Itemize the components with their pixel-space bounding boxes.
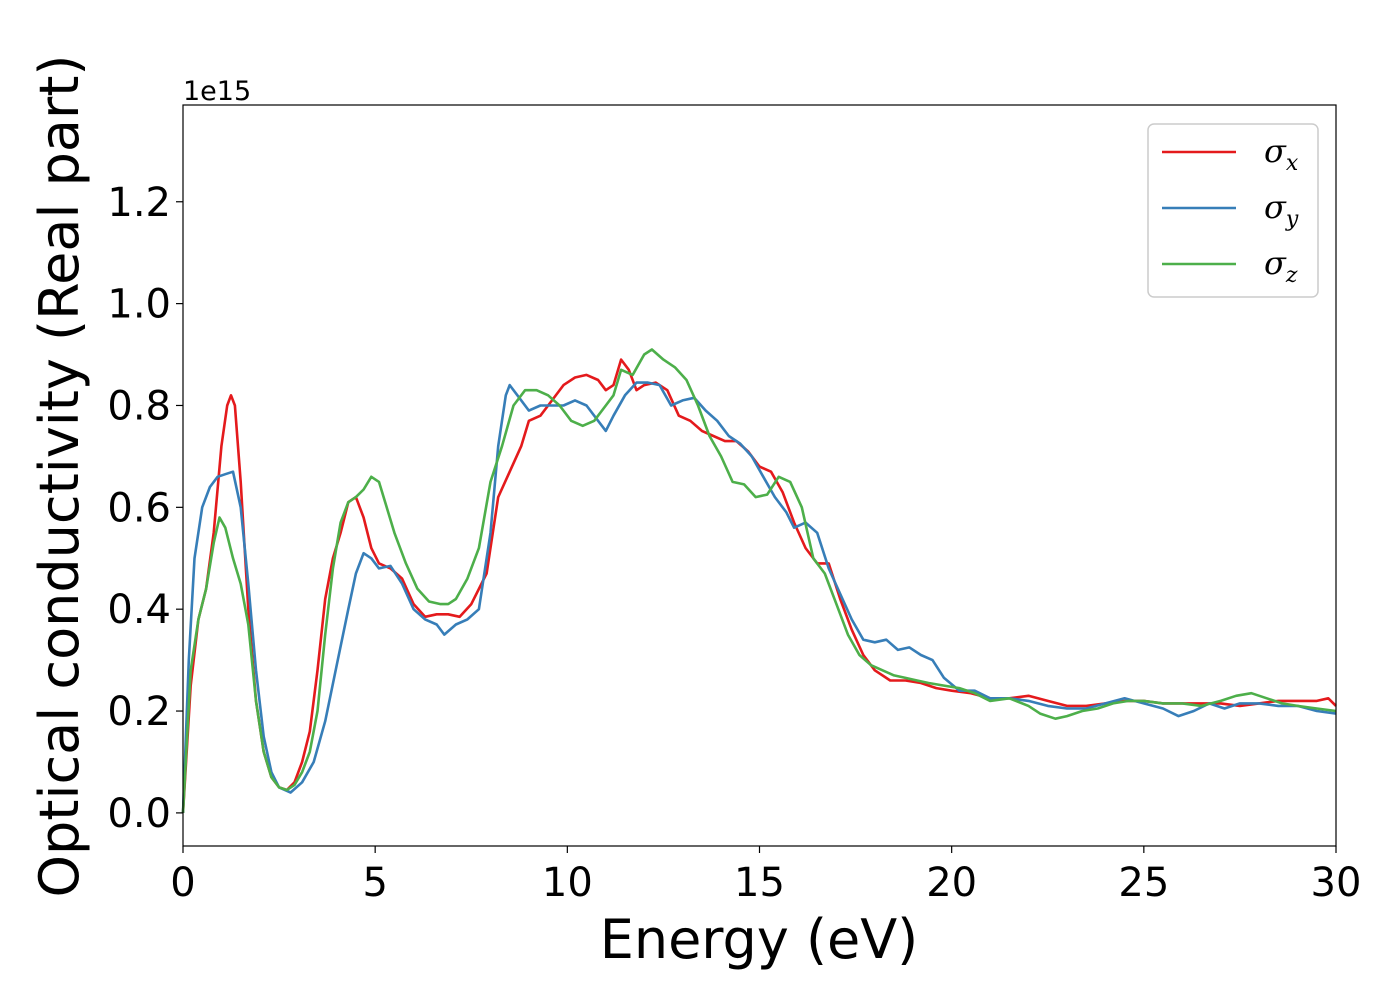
- series-line-y: [181, 381, 1337, 813]
- x-tick-label: 25: [1118, 860, 1169, 906]
- y-tick-label: 0.0: [107, 791, 171, 837]
- x-tick-label: 15: [734, 860, 785, 906]
- series-layer: [181, 348, 1337, 813]
- y-tick-label: 0.2: [107, 689, 171, 735]
- y-tick-label: 0.6: [107, 485, 171, 531]
- x-tick-label: 30: [1311, 860, 1362, 906]
- x-axis-title: Energy (eV): [600, 908, 919, 971]
- x-tick-label: 5: [362, 860, 387, 906]
- x-tick-label: 10: [542, 860, 593, 906]
- y-tick-label: 0.8: [107, 383, 171, 429]
- y-tick-label: 1.2: [107, 180, 171, 226]
- series-line-x: [181, 358, 1337, 813]
- legend-box: [1147, 123, 1319, 298]
- x-tick-label: 20: [926, 860, 977, 906]
- x-tick-label: 0: [170, 860, 195, 906]
- y-axis-title: Optical conductivity (Real part): [28, 55, 91, 898]
- series-line-z: [181, 348, 1337, 813]
- y-axis-ticks: 0.0 0.2 0.4 0.6 0.8 1.0 1.2: [107, 180, 183, 837]
- offset-text: 1e15: [183, 76, 251, 107]
- y-tick-label: 1.0: [107, 282, 171, 328]
- y-tick-label: 0.4: [107, 587, 171, 633]
- x-axis-ticks: 0 5 10 15 20 25 30: [170, 846, 1361, 906]
